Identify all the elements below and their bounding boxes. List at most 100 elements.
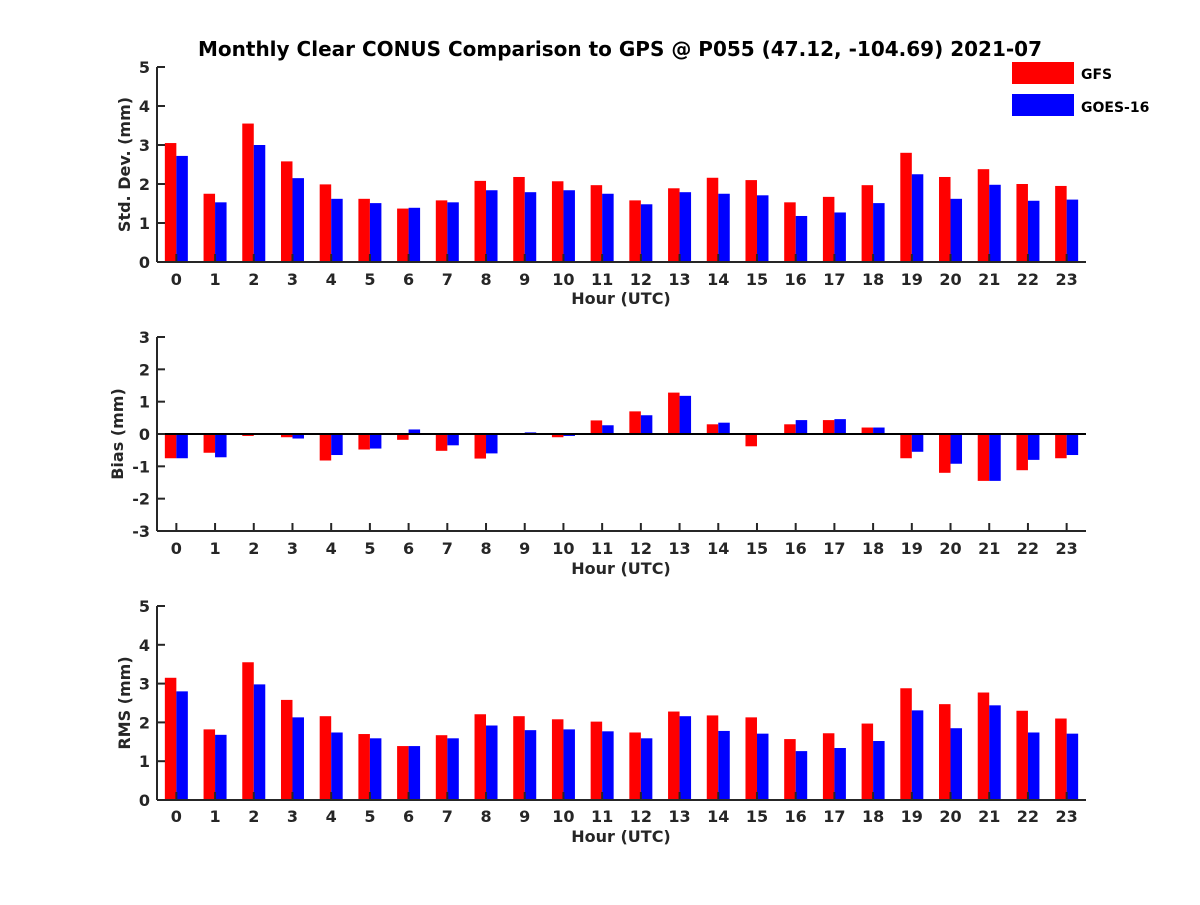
bar-goes16-hour-20 [950,728,963,800]
x-tick-label: 22 [1017,539,1039,558]
bar-gfs-hour-19 [900,688,912,800]
bar-goes16-hour-3 [292,717,304,800]
bar-goes16-hour-7 [447,738,459,800]
x-tick-label: 14 [707,807,729,826]
bar-gfs-hour-14 [706,177,719,262]
bar-gfs-hour-10 [551,434,564,438]
x-tick-label: 9 [519,270,530,289]
x-tick-label: 1 [209,807,220,826]
bar-goes16-hour-3 [292,434,304,439]
bar-goes16-hour-8 [486,725,498,800]
x-tick-label: 12 [630,270,652,289]
y-tick-label: 1 [139,752,150,771]
bar-goes16-hour-20 [950,434,963,464]
bar-goes16-hour-6 [408,429,421,434]
bar-gfs-hour-20 [939,176,951,262]
bar-goes16-hour-20 [950,198,963,262]
x-tick-label: 11 [591,807,613,826]
y-tick-label: 1 [139,214,150,233]
x-tick-label: 0 [171,807,182,826]
x-tick-label: 8 [480,270,491,289]
x-tick-label: 6 [403,539,414,558]
x-tick-label: 8 [480,807,491,826]
x-tick-label: 4 [326,807,337,826]
x-tick-label: 7 [442,270,453,289]
bar-gfs-hour-19 [900,152,912,262]
x-tick-label: 20 [939,807,961,826]
bar-goes16-hour-1 [215,434,227,458]
x-tick-label: 2 [248,539,259,558]
bar-gfs-hour-13 [668,188,680,262]
bar-gfs-hour-6 [397,746,409,800]
bar-gfs-hour-22 [1016,710,1028,800]
bar-gfs-hour-0 [164,434,177,459]
bar-goes16-hour-17 [834,748,846,800]
bar-goes16-hour-18 [873,427,885,434]
x-tick-label: 9 [519,807,530,826]
bar-gfs-hour-12 [629,200,641,262]
x-tick-label: 17 [823,539,845,558]
bar-goes16-hour-6 [408,746,421,800]
bar-gfs-hour-17 [822,196,835,262]
y-tick-label: -3 [132,522,150,541]
x-tick-label: 14 [707,270,729,289]
x-tick-label: 4 [326,270,337,289]
x-tick-label: 2 [248,807,259,826]
y-tick-label: 3 [139,136,150,155]
x-tick-label: 10 [552,807,574,826]
bar-gfs-hour-1 [203,729,216,800]
bar-goes16-hour-23 [1066,199,1079,262]
x-tick-label: 15 [746,270,768,289]
bar-goes16-hour-4 [331,732,343,800]
x-tick-label: 5 [364,807,375,826]
bar-goes16-hour-9 [524,192,537,262]
bar-goes16-hour-13 [679,716,692,800]
bar-gfs-hour-14 [706,715,719,800]
bar-gfs-hour-1 [203,434,216,453]
bar-gfs-hour-21 [977,169,990,262]
bar-goes16-hour-8 [486,190,498,262]
bar-goes16-hour-5 [369,434,382,449]
bar-goes16-hour-12 [640,738,653,800]
bar-goes16-hour-6 [408,207,421,262]
bar-gfs-hour-15 [745,180,757,262]
bar-gfs-hour-4 [319,716,332,800]
y-tick-label: 5 [139,58,150,77]
bar-goes16-hour-17 [834,419,846,434]
bar-goes16-hour-15 [756,733,769,800]
bar-gfs-hour-21 [977,434,990,481]
x-tick-label: 23 [1056,539,1078,558]
x-tick-label: 3 [287,270,298,289]
bar-gfs-hour-16 [784,202,796,262]
x-tick-label: 21 [978,539,1000,558]
bar-goes16-hour-22 [1027,434,1040,460]
bar-goes16-hour-22 [1027,732,1040,800]
x-tick-label: 15 [746,539,768,558]
bar-goes16-hour-5 [369,203,382,262]
x-tick-label: 20 [939,270,961,289]
bar-gfs-hour-15 [745,434,757,447]
bar-goes16-hour-18 [873,203,885,262]
x-tick-label: 13 [668,807,690,826]
y-axis-label: Std. Dev. (mm) [115,97,134,232]
bar-gfs-hour-11 [590,420,603,434]
bar-goes16-hour-13 [679,395,692,434]
x-axis-label: Hour (UTC) [571,559,671,578]
x-tick-label: 12 [630,539,652,558]
x-tick-label: 23 [1056,807,1078,826]
bar-gfs-hour-18 [861,723,874,800]
bar-goes16-hour-9 [524,730,537,800]
bar-goes16-hour-16 [795,420,808,434]
bar-goes16-hour-21 [989,184,1001,262]
bar-gfs-hour-17 [822,733,835,800]
bar-goes16-hour-14 [718,730,730,800]
bar-gfs-hour-5 [358,734,370,800]
y-axis-label: RMS (mm) [115,656,134,749]
bar-gfs-hour-19 [900,434,912,459]
y-axis-label: Bias (mm) [108,388,127,480]
x-tick-label: 7 [442,539,453,558]
x-tick-label: 23 [1056,270,1078,289]
